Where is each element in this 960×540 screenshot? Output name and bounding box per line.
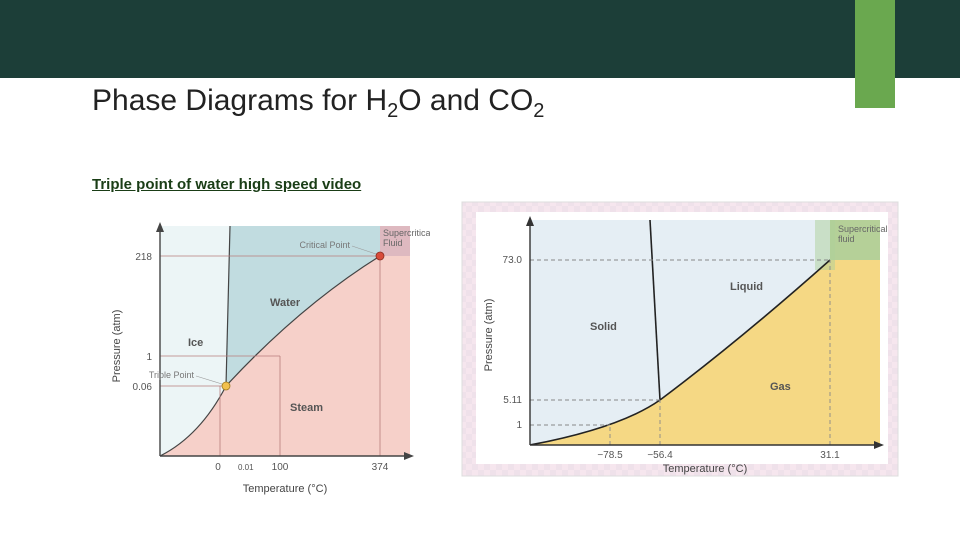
h2o-critical-point [376,252,384,260]
h2o-xtick-374: 374 [372,462,389,473]
title-mid: O and CO [398,84,533,117]
co2-liquid-label: Liquid [730,281,763,293]
h2o-steam-label: Steam [290,402,323,414]
h2o-xtick-001: 0.01 [238,463,254,472]
h2o-water-label: Water [270,297,301,309]
video-link[interactable]: Triple point of water high speed video [92,176,361,193]
h2o-ytick-218: 218 [135,252,152,263]
header-tab-bottom [855,78,895,108]
co2-ytick-73: 73.0 [503,255,523,266]
co2-x-label: Temperature (°C) [663,463,747,475]
h2o-ytick-1: 1 [146,352,152,363]
co2-scf-label-1: Supercritical [838,224,888,234]
title-sub2: 2 [533,100,544,122]
co2-solid-label: Solid [590,321,617,333]
header-tab-top [855,0,895,78]
co2-scf-label-2: fluid [838,234,855,244]
title-prefix: Phase Diagrams for H [92,84,387,117]
h2o-triple-point [222,382,230,390]
co2-xtick-564: −56.4 [647,450,673,461]
h2o-xtick-0: 0 [215,462,221,473]
h2o-ytick-006: 0.06 [133,382,153,393]
co2-y-label: Pressure (atm) [483,299,495,372]
h2o-xtick-100: 100 [272,462,289,473]
co2-phase-diagram: Solid Liquid Gas Supercritical fluid 73.… [460,200,900,478]
h2o-scf-label-1: Supercritical [383,228,430,238]
header-bar [0,0,960,78]
co2-ytick-1: 1 [516,420,522,431]
h2o-ice-label: Ice [188,337,203,349]
h2o-scf-label-2: Fluid [383,238,403,248]
co2-xtick-311: 31.1 [820,450,840,461]
h2o-phase-diagram: Ice Water Steam Supercritical Fluid Trip… [100,206,430,506]
title-sub1: 2 [387,100,398,122]
h2o-critical-point-label: Critical Point [299,240,350,250]
co2-xtick-785: −78.5 [597,450,623,461]
co2-ytick-511: 5.11 [503,395,522,406]
h2o-x-label: Temperature (°C) [243,483,327,495]
co2-scf-fade [815,220,835,270]
h2o-y-label: Pressure (atm) [111,310,123,383]
page-title: Phase Diagrams for H2O and CO2 [92,84,544,123]
h2o-triple-point-label: Triple Point [149,370,195,380]
co2-gas-label: Gas [770,381,791,393]
